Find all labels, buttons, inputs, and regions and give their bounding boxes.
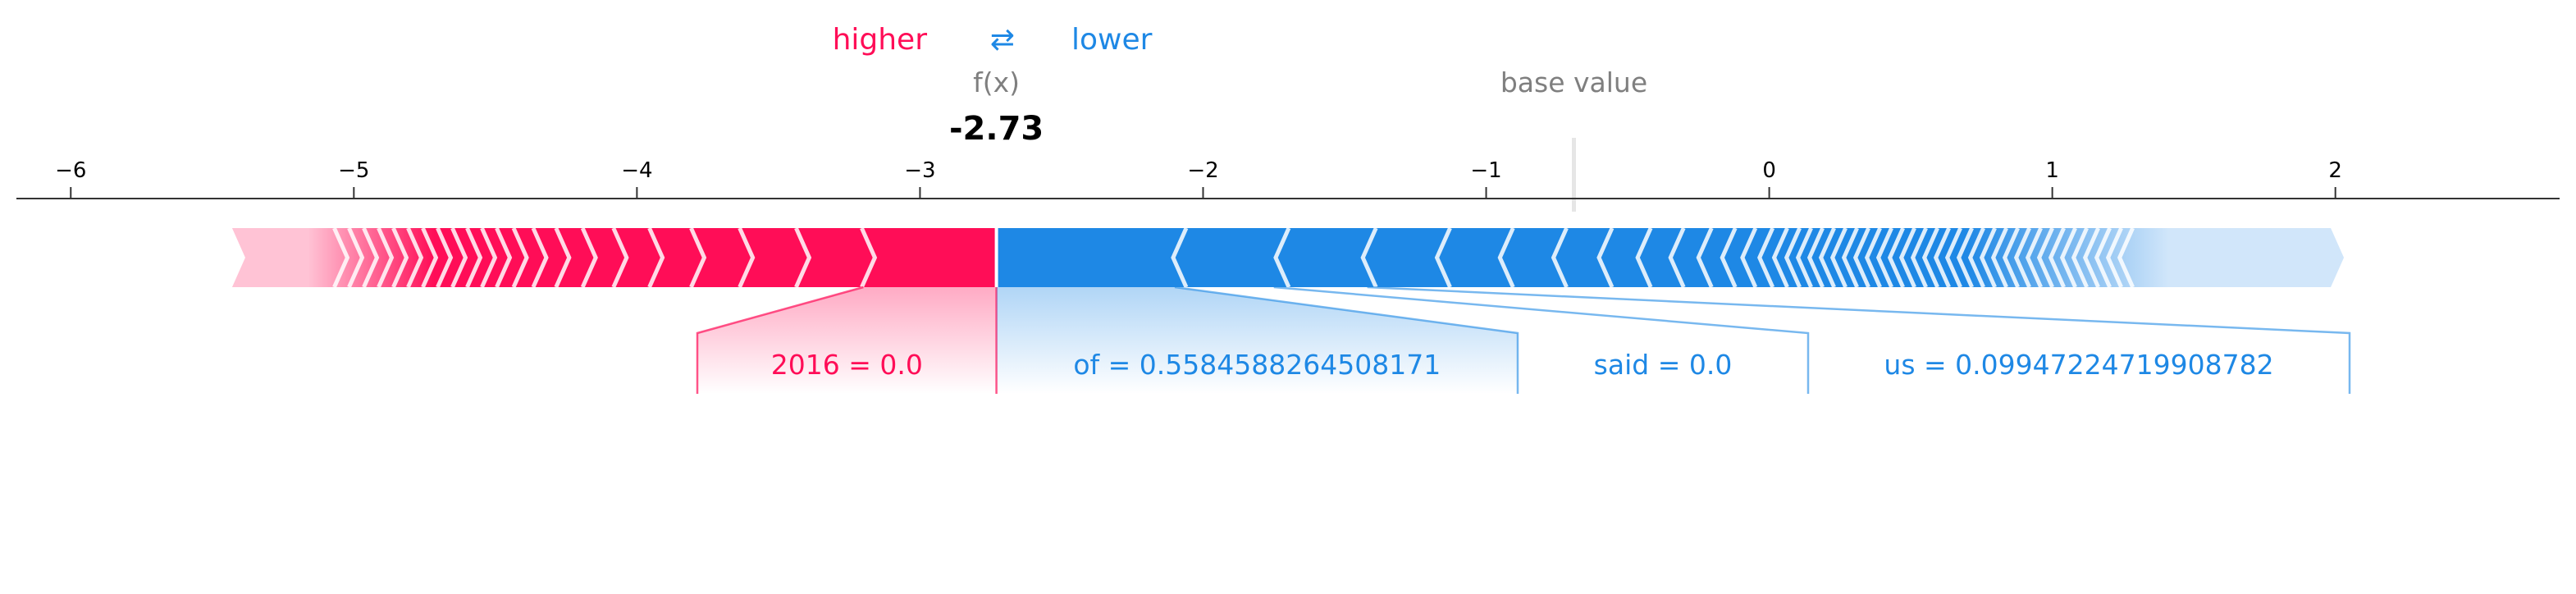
positive-chevron (436, 226, 454, 289)
negative-chevron (1864, 226, 1882, 289)
negative-connector (1273, 286, 1810, 394)
positive-chevron (580, 226, 598, 289)
negative-chevron (1944, 226, 1962, 289)
negative-chevron (1171, 226, 1189, 289)
negative-chevron (1818, 226, 1836, 289)
positive-chevron (860, 226, 878, 289)
positive-chevron (647, 226, 665, 289)
positive-chevron (495, 226, 513, 289)
x-tick-label: 0 (1762, 158, 1776, 183)
x-tick-label: −3 (904, 158, 935, 183)
negative-chevron (2013, 226, 2031, 289)
positive-chevron (391, 226, 409, 289)
negative-chevron (2036, 226, 2054, 289)
negative-chevron (2025, 226, 2043, 289)
positive-chevron (421, 226, 439, 289)
positive-chevron (611, 226, 629, 289)
positive-chevron (362, 226, 380, 289)
negative-chevron (2082, 226, 2100, 289)
x-tick-label: 2 (2328, 158, 2342, 183)
x-tick-label: −1 (1470, 158, 1501, 183)
positive-label-shade (697, 287, 997, 394)
x-tick-label: −2 (1187, 158, 1218, 183)
negative-chevron (1740, 226, 1758, 289)
negative-chevron (1887, 226, 1905, 289)
negative-chevron (1806, 226, 1825, 289)
negative-chevron (2002, 226, 2020, 289)
feature-connectors (696, 286, 2351, 394)
positive-chevron (347, 226, 365, 289)
negative-label-shade (996, 287, 1518, 394)
negative-chevron (1990, 226, 2008, 289)
negative-chevron (1434, 226, 1452, 289)
feature-label-negative: said = 0.0 (1594, 349, 1733, 381)
positive-feature-bar (863, 228, 997, 287)
positive-chevron (377, 226, 395, 289)
negative-chevron (1795, 226, 1813, 289)
legend-arrows-icon: ⇄ (990, 23, 1015, 57)
positive-chevron (450, 226, 468, 289)
output-label: f(x) (973, 66, 1020, 98)
positive-chevron (738, 226, 756, 289)
negative-chevron (2094, 226, 2112, 289)
positive-chevron (511, 226, 529, 289)
output-value: -2.73 (949, 110, 1044, 148)
x-tick-label: −4 (621, 158, 652, 183)
positive-chevron (689, 226, 707, 289)
positive-chevron (332, 226, 350, 289)
negative-chevron (1696, 226, 1714, 289)
negative-chevron (1933, 226, 1951, 289)
negative-chevron (1979, 226, 1997, 289)
negative-chevron (1757, 226, 1775, 289)
positive-chevron (531, 226, 549, 289)
positive-chevron (554, 226, 572, 289)
negative-chevron (1956, 226, 1974, 289)
negative-chevron (1360, 226, 1378, 289)
negative-chevron (1635, 226, 1653, 289)
negative-chevron (1720, 226, 1738, 289)
positive-chevron (406, 226, 424, 289)
feature-label-negative: of = 0.5584588264508171 (1073, 349, 1441, 381)
base-value-label: base value (1500, 66, 1647, 98)
negative-chevron (2117, 226, 2135, 289)
negative-chevron (2071, 226, 2089, 289)
x-axis-ticks: −6 −5 −4 −3 −2 −1 0 1 2 (55, 158, 2342, 199)
force-bars (231, 226, 2345, 289)
negative-chevron (2059, 226, 2077, 289)
negative-chevron (1668, 226, 1686, 289)
positive-connector (696, 286, 864, 394)
legend-lower: lower (1071, 23, 1153, 57)
x-tick-label: −5 (338, 158, 369, 183)
negative-chevron (1875, 226, 1893, 289)
negative-chevron (1771, 226, 1789, 289)
feature-label-negative: us = 0.09947224719908782 (1884, 349, 2273, 381)
negative-chevron (1852, 226, 1870, 289)
x-tick-label: −6 (55, 158, 86, 183)
positive-chevron (794, 226, 812, 289)
negative-connector (1174, 286, 1519, 394)
negative-chevron (2105, 226, 2123, 289)
feature-label-2016: 2016 = 0.0 (771, 349, 923, 381)
x-tick-label: 1 (2045, 158, 2059, 183)
negative-chevron (1829, 226, 1848, 289)
positive-chevron (465, 226, 483, 289)
feature-labels: 2016 = 0.0 of = 0.5584588264508171 said = … (771, 349, 2274, 381)
negative-chevron (1497, 226, 1515, 289)
negative-chevron (1273, 226, 1291, 289)
negative-chevron (1967, 226, 1985, 289)
negative-chevron (2048, 226, 2066, 289)
legend-higher: higher (833, 23, 928, 57)
negative-chevron (1596, 226, 1615, 289)
negative-chevron (1921, 226, 1939, 289)
negative-chevron (1898, 226, 1916, 289)
negative-chevron (1784, 226, 1802, 289)
negative-chevron (1551, 226, 1569, 289)
positive-chevron (480, 226, 498, 289)
negative-connector (1367, 286, 2351, 394)
negative-chevron (1841, 226, 1859, 289)
negative-chevron (1910, 226, 1928, 289)
